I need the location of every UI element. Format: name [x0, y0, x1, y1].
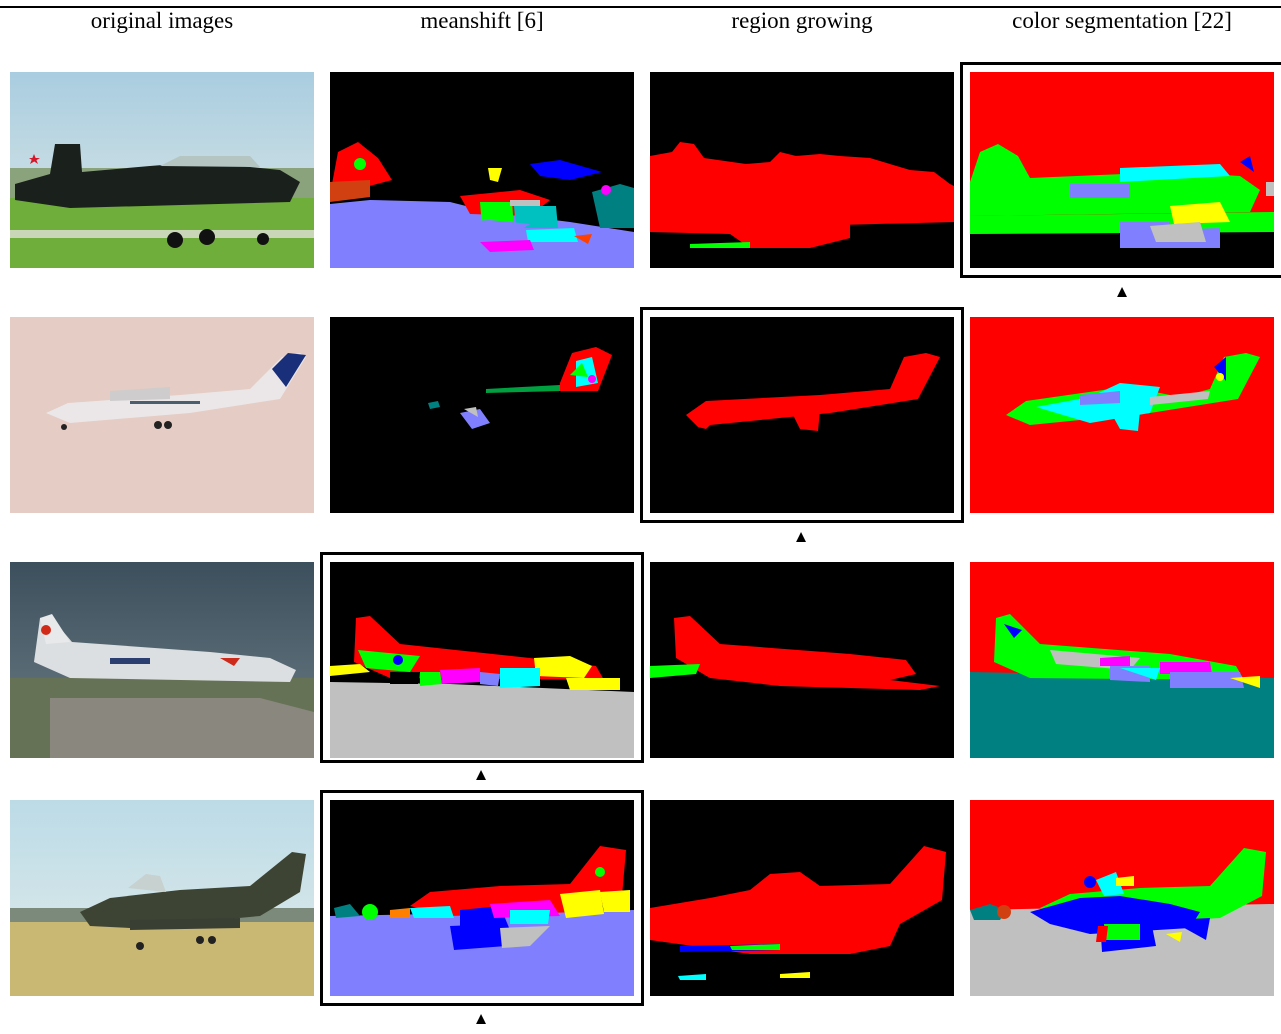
selection-marker-row-2: ▲ [792, 527, 810, 546]
color-segmentation-row-1 [970, 72, 1274, 268]
meanshift-row-4 [330, 800, 634, 996]
selection-frame-row-4 [320, 790, 644, 1006]
original-image-row-3 [10, 562, 314, 758]
region-growing-row-3 [650, 562, 954, 758]
selection-marker-row-3: ▲ [472, 765, 490, 784]
selection-marker-row-4: ▲ [472, 1009, 490, 1028]
selection-frame-row-3 [320, 552, 644, 763]
selection-marker-row-1: ▲ [1113, 282, 1131, 301]
region-growing-row-2 [650, 317, 954, 513]
column-header-region-growing: region growing [731, 8, 873, 33]
original-image-row-1 [10, 72, 314, 268]
selection-frame-row-1 [960, 62, 1281, 278]
selection-frame-row-2 [640, 307, 964, 523]
meanshift-row-2 [330, 317, 634, 513]
color-segmentation-row-3 [970, 562, 1274, 758]
top-rule [0, 6, 1281, 8]
region-growing-row-4 [650, 800, 954, 996]
column-header-original: original images [90, 8, 234, 33]
color-segmentation-row-4 [970, 800, 1274, 996]
meanshift-row-1 [330, 72, 634, 268]
original-image-row-2 [10, 317, 314, 513]
region-growing-row-1 [650, 72, 954, 268]
meanshift-row-3 [330, 562, 634, 758]
color-segmentation-row-2 [970, 317, 1274, 513]
column-header-color-segmentation: color segmentation [22] [1012, 8, 1232, 33]
column-header-meanshift: meanshift [6] [420, 8, 544, 33]
original-image-row-4 [10, 800, 314, 996]
